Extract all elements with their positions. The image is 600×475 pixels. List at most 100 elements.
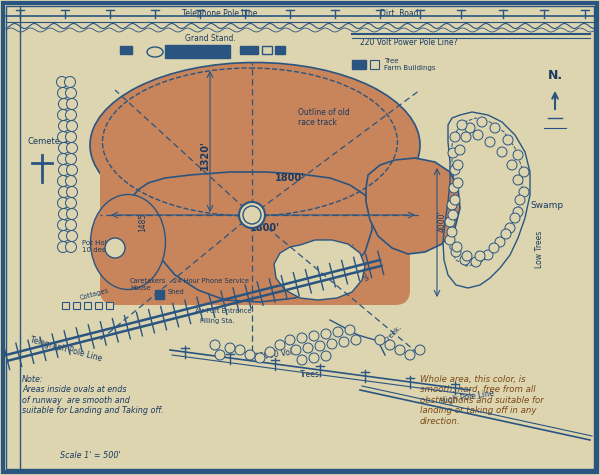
Circle shape <box>67 98 77 110</box>
Circle shape <box>309 353 319 363</box>
Circle shape <box>65 110 77 121</box>
Circle shape <box>448 148 458 158</box>
Text: Pot Hole
10 deep: Pot Hole 10 deep <box>82 240 111 253</box>
Circle shape <box>67 121 77 132</box>
Circle shape <box>475 251 485 261</box>
Circle shape <box>351 335 361 345</box>
Text: 1320': 1320' <box>200 140 210 170</box>
Text: Scale 1' = 500': Scale 1' = 500' <box>60 450 121 459</box>
Circle shape <box>385 340 395 350</box>
Text: Telephone Pole Line: Telephone Pole Line <box>182 9 257 18</box>
Circle shape <box>59 230 70 241</box>
Circle shape <box>245 350 255 360</box>
Bar <box>240 46 258 54</box>
Circle shape <box>65 87 77 98</box>
Circle shape <box>297 355 307 365</box>
Text: 1800': 1800' <box>275 173 305 183</box>
Circle shape <box>303 343 313 353</box>
Circle shape <box>327 339 337 349</box>
Circle shape <box>445 235 455 245</box>
Circle shape <box>65 153 77 164</box>
Circle shape <box>505 223 515 233</box>
Bar <box>155 290 164 299</box>
Ellipse shape <box>91 194 166 289</box>
Circle shape <box>321 351 331 361</box>
Circle shape <box>415 345 425 355</box>
Circle shape <box>503 135 513 145</box>
Circle shape <box>513 175 523 185</box>
Circle shape <box>105 238 125 258</box>
Circle shape <box>67 142 77 153</box>
Text: Telegraph Pole Line: Telegraph Pole Line <box>29 336 103 363</box>
Text: High Pole Line: High Pole Line <box>439 389 494 407</box>
Bar <box>275 46 285 54</box>
Circle shape <box>235 345 245 355</box>
Text: Cottages: Cottages <box>79 287 110 301</box>
Bar <box>106 302 113 309</box>
Circle shape <box>450 132 460 142</box>
Circle shape <box>59 121 70 132</box>
Circle shape <box>519 167 529 177</box>
Text: 24 Hour Phone Service: 24 Hour Phone Service <box>173 278 249 284</box>
Circle shape <box>58 153 68 164</box>
Text: 220 Volt Power Pole Line?: 220 Volt Power Pole Line? <box>360 38 458 47</box>
Circle shape <box>58 219 68 230</box>
Circle shape <box>58 241 68 253</box>
Circle shape <box>67 209 77 219</box>
Circle shape <box>309 331 319 341</box>
Text: Tree
Farm Buildings: Tree Farm Buildings <box>384 58 436 71</box>
Circle shape <box>65 76 76 87</box>
Circle shape <box>265 347 275 357</box>
Circle shape <box>225 343 235 353</box>
Circle shape <box>65 219 77 230</box>
Circle shape <box>465 123 475 133</box>
Text: 26000 Volt: 26000 Volt <box>254 348 296 362</box>
Circle shape <box>450 165 460 175</box>
Circle shape <box>507 160 517 170</box>
Text: Trees: Trees <box>300 370 320 379</box>
Text: Note:
Areas inside ovals at ends
of runway  are smooth and
suitable for Landing : Note: Areas inside ovals at ends of runw… <box>22 375 163 415</box>
Circle shape <box>447 200 457 210</box>
Text: Outline of old
race track: Outline of old race track <box>298 108 350 127</box>
Circle shape <box>510 213 520 223</box>
Circle shape <box>461 132 471 142</box>
Text: Creek.: Creek. <box>383 324 403 344</box>
Circle shape <box>447 227 457 237</box>
Circle shape <box>67 230 77 241</box>
Circle shape <box>210 340 220 350</box>
Circle shape <box>58 132 68 142</box>
Circle shape <box>445 217 455 227</box>
Circle shape <box>243 206 261 224</box>
Circle shape <box>489 243 499 253</box>
Text: Filling Sta.: Filling Sta. <box>200 318 235 324</box>
Text: Swamp: Swamp <box>530 200 563 209</box>
Bar <box>352 60 366 69</box>
FancyBboxPatch shape <box>100 125 410 305</box>
Circle shape <box>513 150 523 160</box>
Circle shape <box>462 251 472 261</box>
Circle shape <box>56 76 67 87</box>
Circle shape <box>451 247 461 257</box>
Circle shape <box>345 325 355 335</box>
Text: N.: N. <box>547 69 563 82</box>
Circle shape <box>453 178 463 188</box>
Circle shape <box>375 335 385 345</box>
Circle shape <box>460 255 470 265</box>
Circle shape <box>333 327 343 337</box>
Circle shape <box>471 257 481 267</box>
Circle shape <box>65 175 77 187</box>
Text: Ravine: Ravine <box>327 251 339 276</box>
Circle shape <box>255 353 265 363</box>
Polygon shape <box>130 172 372 302</box>
Circle shape <box>501 229 511 239</box>
Circle shape <box>65 132 77 142</box>
Bar <box>84 302 91 309</box>
Circle shape <box>513 207 523 217</box>
Polygon shape <box>366 158 460 254</box>
Circle shape <box>405 350 415 360</box>
Ellipse shape <box>147 47 163 57</box>
Circle shape <box>239 202 265 228</box>
Circle shape <box>215 350 225 360</box>
Circle shape <box>457 120 467 130</box>
Circle shape <box>58 87 68 98</box>
